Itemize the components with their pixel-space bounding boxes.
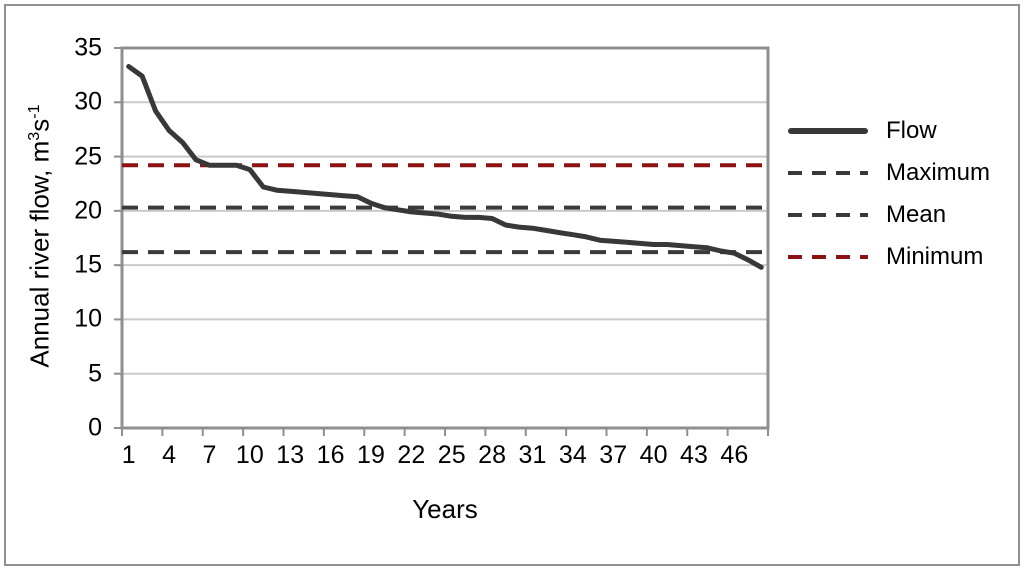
flow-line-swatch [788,128,868,134]
y-tick-label: 0 [88,413,102,442]
minimum-line-swatch [788,255,868,259]
legend-item-mean: Mean [788,194,1016,236]
y-axis-title-text: Annual river flow, m [24,140,55,368]
x-tick-label: 19 [357,441,385,469]
y-axis-title-text: s [24,118,55,132]
y-tick-label: 20 [74,196,102,225]
y-tick-label: 5 [88,359,102,388]
y-tick-label: 30 [74,87,102,116]
y-tick-label: 15 [74,250,102,279]
x-tick-label: 34 [558,441,587,469]
legend-item-maximum: Maximum [788,152,1016,194]
chart-legend: Flow Maximum Mean Minimum [788,110,1016,278]
x-axis-title: Years [412,494,478,524]
y-tick-label: 25 [74,142,102,171]
y-axis-title: Annual river flow, m3s-1 [25,104,56,367]
maximum-line-swatch [788,171,868,175]
x-tick-label: 37 [599,441,628,469]
y-tick-label: 35 [74,33,102,62]
x-tick-label: 13 [276,441,305,469]
x-tick-label: 1 [121,441,136,469]
y-axis-title-superscript: -1 [24,104,43,119]
legend-label: Minimum [886,243,984,270]
x-tick-label: 22 [397,441,426,469]
legend-label: Flow [886,117,937,144]
y-axis-tick-labels: 35 30 25 20 15 10 5 0 [0,35,112,440]
x-tick-label: 46 [720,441,749,469]
x-axis-tick-labels: 1 4 7 10 13 16 19 22 25 28 31 34 37 40 4… [122,443,768,473]
legend-item-flow: Flow [788,110,1016,152]
x-tick-label: 10 [235,441,264,469]
x-tick-label: 43 [680,441,708,469]
x-tick-label: 4 [162,441,177,469]
y-tick-label: 10 [74,304,102,333]
legend-item-minimum: Minimum [788,236,1016,278]
y-axis-title-superscript: 3 [24,131,43,141]
x-tick-label: 7 [202,441,217,469]
legend-label: Maximum [886,159,991,186]
x-tick-label: 25 [437,441,466,469]
x-tick-label: 40 [639,441,668,469]
mean-line-swatch [788,213,868,217]
x-tick-label: 28 [478,441,506,469]
legend-label: Mean [886,201,947,228]
x-tick-label: 16 [316,441,345,469]
x-tick-label: 31 [518,441,547,469]
figure-border [4,4,1020,566]
